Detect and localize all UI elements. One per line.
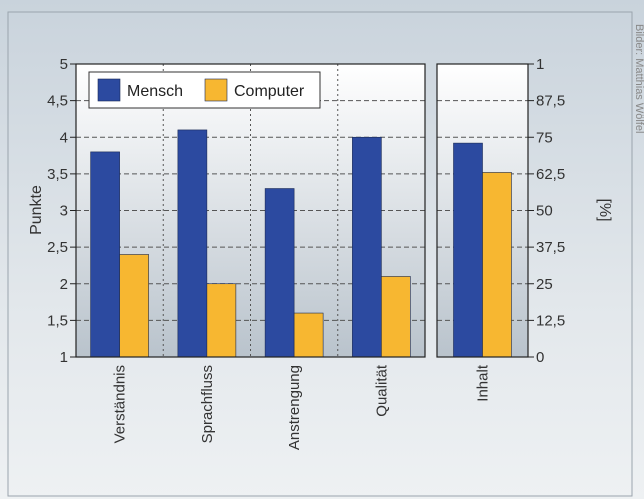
legend-swatch-computer <box>204 78 228 102</box>
y-tick-label-right: 37,5 <box>536 239 565 256</box>
legend: Mensch Computer <box>88 71 321 109</box>
y-axis-title-left: Punkte <box>28 185 45 235</box>
x-tick-label: Anstrengung <box>286 365 303 450</box>
bar-mensch-anstrengung <box>264 188 295 358</box>
y-tick-label-left: 2,5 <box>47 239 68 256</box>
bar-mensch-sprachfluss <box>177 129 208 358</box>
y-tick-label-left: 3,5 <box>47 166 68 183</box>
bar-computer-qualität <box>381 276 411 358</box>
y-tick-label-left: 4 <box>60 129 68 146</box>
y-tick-label-left: 5 <box>60 56 68 73</box>
y-tick-label-right: 1 <box>536 56 544 73</box>
x-tick-label: Inhalt <box>475 364 492 402</box>
bar-mensch-qualität <box>352 136 382 358</box>
legend-swatch-mensch <box>97 78 121 102</box>
bar-mensch-verständnis <box>90 151 120 358</box>
y-axis-title-right: [%] <box>596 198 613 221</box>
right-axis: 0 12,5 25 37,5 50 62,5 75 87,5 1 <box>528 56 565 366</box>
bar-computer-inhalt <box>482 172 512 358</box>
bar-mensch-inhalt <box>453 142 483 358</box>
y-tick-label-left: 2 <box>60 276 68 293</box>
x-tick-label: Verständnis <box>112 365 129 443</box>
y-tick-label-left: 1 <box>60 349 68 366</box>
y-tick-label-left: 4,5 <box>47 93 68 110</box>
y-tick-label-left: 1,5 <box>47 312 68 329</box>
panel-inhalt: Inhalt <box>436 63 529 402</box>
figure-frame <box>7 11 633 497</box>
y-tick-label-left: 3 <box>60 203 68 220</box>
panel-punkte: Verständnis Sprachfluss Anstrengung Qualitä… <box>47 56 426 450</box>
y-tick-label-right: 25 <box>536 276 553 293</box>
y-tick-label-right: 87,5 <box>536 93 565 110</box>
y-tick-label-right: 75 <box>536 129 553 146</box>
y-tick-label-right: 50 <box>536 203 553 220</box>
x-tick-label: Sprachfluss <box>199 365 216 443</box>
y-tick-label-right: 12,5 <box>536 312 565 329</box>
x-tick-label: Qualität <box>373 364 390 417</box>
y-tick-label-right: 62,5 <box>536 166 565 183</box>
bar-computer-verständnis <box>119 254 149 358</box>
bar-computer-sprachfluss <box>206 283 237 358</box>
y-tick-label-right: 0 <box>536 349 544 366</box>
bar-computer-anstrengung <box>293 312 324 358</box>
legend-label-computer: Computer <box>234 83 305 100</box>
image-credit: Bilder: Matthias Wölfel <box>633 24 644 133</box>
legend-box <box>88 71 321 109</box>
legend-label-mensch: Mensch <box>127 83 183 100</box>
